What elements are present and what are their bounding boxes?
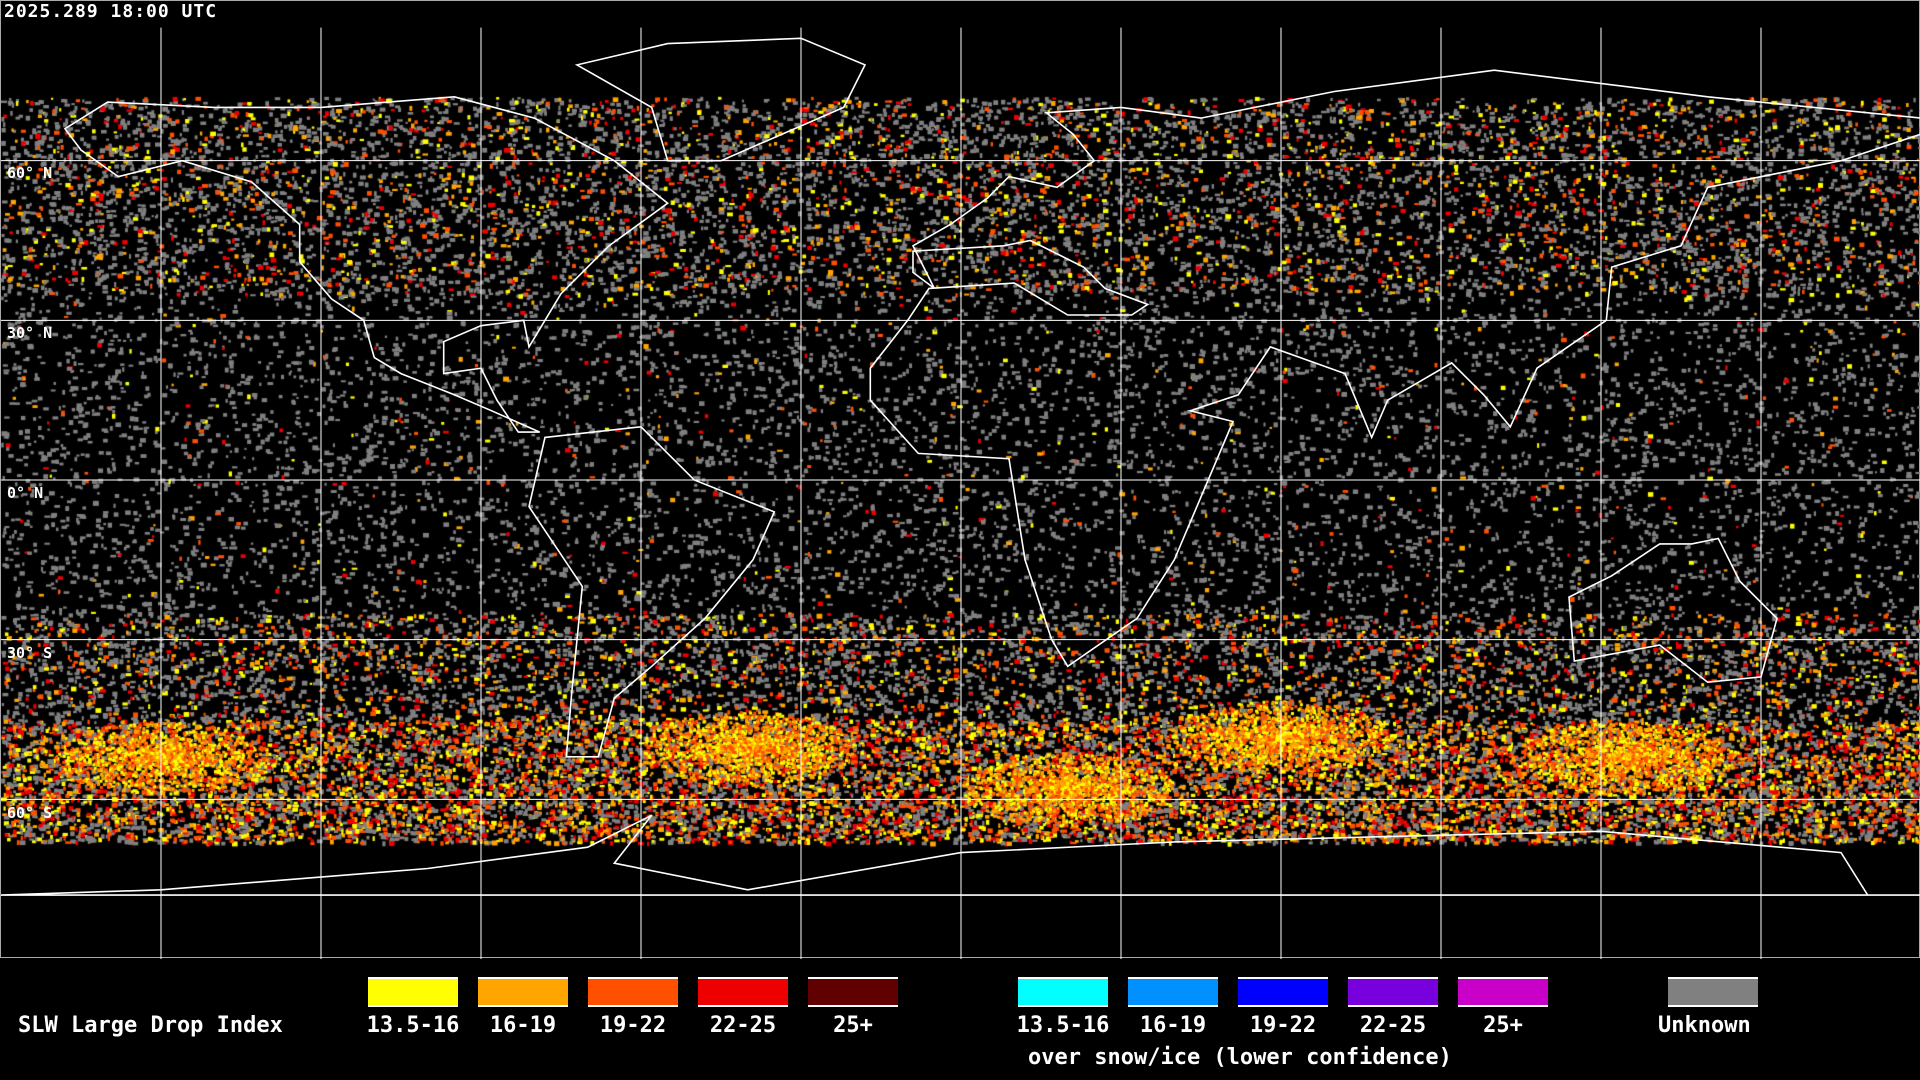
lat-label-30s: 30° S: [7, 644, 53, 662]
snow-caption: over snow/ice (lower confidence): [1028, 1045, 1452, 1070]
legend-swatch-main-1: [478, 977, 568, 1007]
lat-label-30n: 30° N: [7, 324, 53, 342]
legend-label-snow-3: 22-25: [1359, 1013, 1427, 1038]
legend-swatch-unknown: [1668, 977, 1758, 1007]
legend-swatch-main-0: [368, 977, 458, 1007]
coastline-north-america: [63, 95, 670, 433]
legend-swatch-snow-3: [1348, 977, 1438, 1007]
legend-swatch-main-3: [698, 977, 788, 1007]
timestamp: 2025.289 18:00 UTC: [4, 1, 218, 22]
legend-swatch-snow-2: [1238, 977, 1328, 1007]
legend-label-main-3: 22-25: [709, 1013, 777, 1038]
coastline-south-america: [528, 425, 776, 758]
legend-label-snow-4: 25+: [1483, 1013, 1523, 1038]
map-overlay: [1, 27, 1920, 959]
legend-label-main-2: 19-22: [599, 1013, 667, 1038]
legend-title: SLW Large Drop Index: [18, 1013, 283, 1038]
lat-label-60s: 60° S: [7, 804, 53, 822]
legend-label-snow-1: 16-19: [1139, 1013, 1207, 1038]
lat-label-60n: 60° N: [7, 164, 53, 182]
legend-label-main-1: 16-19: [489, 1013, 557, 1038]
legend-swatch-snow-0: [1018, 977, 1108, 1007]
legend-swatch-main-4: [808, 977, 898, 1007]
legend-label-snow-0: 13.5-16: [1016, 1013, 1110, 1038]
legend-swatch-snow-1: [1128, 977, 1218, 1007]
lat-label-0: 0° N: [7, 484, 44, 502]
coastline-australia: [1568, 537, 1778, 684]
legend-label-main-4: 25+: [833, 1013, 873, 1038]
legend-swatch-snow-4: [1458, 977, 1548, 1007]
legend-swatch-main-2: [588, 977, 678, 1007]
legend-label-unknown: Unknown: [1658, 1013, 1751, 1038]
legend-label-main-0: 13.5-16: [366, 1013, 460, 1038]
graticule: [1, 27, 1920, 959]
legend-label-snow-2: 19-22: [1249, 1013, 1317, 1038]
world-map: 2025.289 18:00 UTC 60° N 30° N 0° N 30° …: [0, 0, 1920, 959]
coastline-greenland: [574, 37, 867, 162]
coastline-africa-eurasia: [869, 69, 1920, 668]
